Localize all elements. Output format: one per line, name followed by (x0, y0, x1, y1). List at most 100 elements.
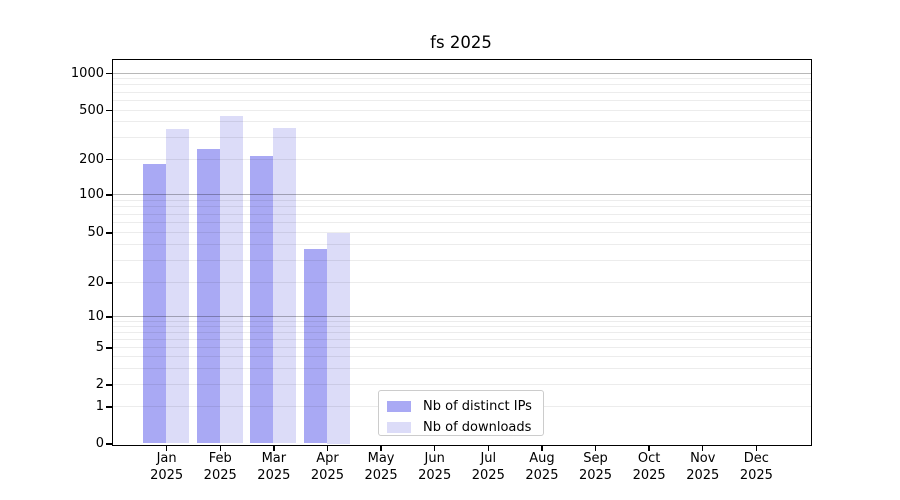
gridline-3 (112, 367, 811, 369)
bar-downloads-feb (219, 115, 243, 444)
y-tick-100 (106, 194, 112, 196)
x-tick-label-jun: Jun 2025 (403, 451, 467, 484)
x-tick-label-nov: Nov 2025 (671, 451, 735, 484)
y-tick-label-5: 5 (95, 340, 104, 355)
bar-downloads-apr (326, 232, 350, 444)
x-tick-label-mar: Mar 2025 (242, 451, 306, 484)
x-tick-label-aug: Aug 2025 (510, 451, 574, 484)
legend-item-downloads: Nb of downloads (387, 417, 535, 438)
legend-label-downloads: Nb of downloads (423, 420, 532, 435)
x-tick-label-apr: Apr 2025 (295, 451, 359, 484)
x-tick-year-nov: 2025 (686, 467, 720, 483)
gridline-600 (112, 99, 811, 101)
x-tick-year-jul: 2025 (471, 467, 505, 483)
gridline-7 (112, 331, 811, 333)
x-tick-mar (273, 445, 275, 451)
x-tick-aug (541, 445, 543, 451)
y-tick-5 (106, 347, 112, 349)
gridline-10 (112, 316, 811, 317)
bar-downloads-mar (273, 128, 297, 444)
x-tick-apr (326, 445, 329, 451)
legend-swatch-distinct-ips (387, 401, 411, 412)
y-tick-20 (106, 282, 112, 284)
bar-distinct-ips-jan (143, 164, 167, 444)
x-tick-label-jul: Jul 2025 (456, 451, 520, 484)
x-tick-year-mar: 2025 (257, 467, 291, 483)
x-tick-year-apr: 2025 (310, 467, 344, 483)
x-tick-label-sep: Sep 2025 (564, 451, 628, 484)
x-tick-year-oct: 2025 (632, 467, 666, 483)
y-tick-label-1: 1 (95, 399, 104, 414)
gridline-700 (112, 91, 811, 93)
gridline-8 (112, 325, 811, 327)
x-tick-jun (433, 445, 436, 451)
y-tick-label-0: 0 (95, 436, 104, 451)
gridline-40 (112, 244, 811, 246)
bar-downloads-jan (166, 129, 190, 444)
gridline-70 (112, 213, 811, 215)
y-tick-label-500: 500 (79, 102, 104, 118)
bar-distinct-ips-apr (303, 248, 327, 444)
gridline-4 (112, 356, 811, 357)
y-tick-1 (106, 406, 112, 408)
gridline-800 (112, 84, 811, 86)
y-tick-label-20: 20 (87, 275, 104, 290)
gridline-60 (112, 222, 811, 223)
y-tick-500 (106, 109, 112, 112)
x-tick-year-may: 2025 (364, 467, 398, 483)
x-tick-year-jun: 2025 (418, 467, 452, 483)
x-tick-dec (755, 445, 758, 451)
gridline-300 (112, 136, 811, 138)
y-tick-10 (106, 316, 112, 318)
y-tick-label-50: 50 (87, 225, 104, 240)
x-tick-label-feb: Feb 2025 (188, 451, 252, 484)
gridline-80 (112, 206, 811, 208)
x-tick-sep (594, 445, 597, 451)
y-tick-label-100: 100 (79, 187, 104, 202)
x-tick-feb (219, 445, 221, 451)
y-tick-label-1000: 1000 (70, 65, 104, 81)
gridline-500 (112, 109, 811, 111)
x-tick-label-dec: Dec 2025 (724, 451, 788, 484)
y-tick-2 (106, 384, 112, 386)
gridline-6 (112, 338, 811, 340)
gridline-900 (112, 78, 811, 80)
x-tick-year-dec: 2025 (739, 467, 773, 483)
x-tick-may (380, 445, 382, 451)
y-tick-50 (106, 232, 112, 234)
gridline-100 (112, 194, 811, 195)
gridline-2 (112, 384, 811, 385)
plot-area (111, 58, 812, 446)
legend: Nb of distinct IPs Nb of downloads (378, 390, 544, 436)
gridline-20 (112, 282, 811, 283)
gridline-30 (112, 259, 811, 261)
x-tick-year-jan: 2025 (150, 467, 184, 483)
y-tick-200 (106, 158, 112, 161)
gridline-1000 (112, 72, 811, 74)
gridline-400 (112, 121, 811, 123)
x-tick-label-may: May 2025 (349, 451, 413, 484)
x-tick-nov (702, 445, 704, 451)
x-tick-year-aug: 2025 (525, 467, 559, 483)
x-tick-label-oct: Oct 2025 (617, 451, 681, 484)
gridline-200 (112, 158, 811, 160)
x-tick-oct (648, 445, 650, 451)
gridline-9 (112, 320, 811, 322)
bar-distinct-ips-feb (196, 149, 220, 444)
y-tick-label-200: 200 (79, 151, 104, 167)
y-tick-1000 (106, 72, 112, 75)
gridline-50 (112, 232, 811, 233)
x-tick-jan (165, 445, 168, 451)
y-tick-label-10: 10 (87, 309, 104, 324)
chart-title: fs 2025 (430, 33, 492, 52)
y-tick-0 (106, 443, 112, 445)
legend-label-distinct-ips: Nb of distinct IPs (423, 399, 532, 414)
gridline-90 (112, 199, 811, 201)
legend-item-distinct-ips: Nb of distinct IPs (387, 396, 535, 417)
x-tick-year-feb: 2025 (203, 467, 237, 483)
bar-distinct-ips-mar (250, 156, 274, 444)
y-tick-label-2: 2 (95, 377, 104, 392)
x-tick-jul (487, 445, 489, 451)
legend-swatch-downloads (387, 422, 411, 433)
